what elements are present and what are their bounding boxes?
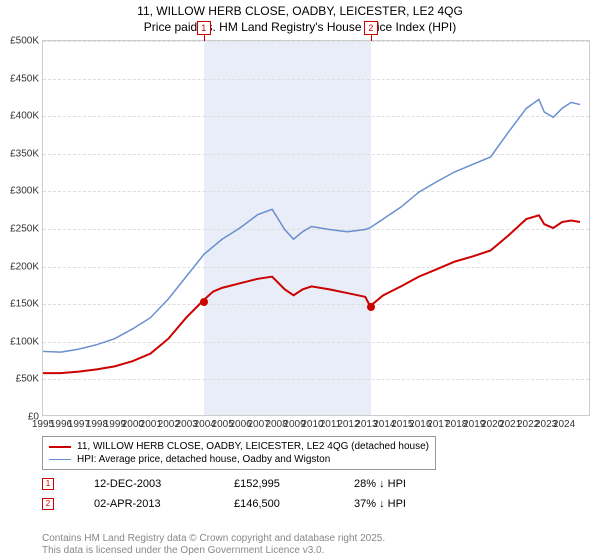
- y-tick-label: £300K: [10, 186, 39, 197]
- y-tick-label: £50K: [16, 374, 39, 385]
- title-block: 11, WILLOW HERB CLOSE, OADBY, LEICESTER,…: [0, 0, 600, 35]
- legend-swatch: [49, 446, 71, 448]
- footer-copyright: Contains HM Land Registry data © Crown c…: [42, 533, 385, 544]
- title-line-1: 11, WILLOW HERB CLOSE, OADBY, LEICESTER,…: [0, 4, 600, 20]
- legend: 11, WILLOW HERB CLOSE, OADBY, LEICESTER,…: [42, 436, 436, 470]
- sale-dot: [200, 298, 208, 306]
- marker-box: 2: [364, 21, 378, 35]
- sale-price: £146,500: [234, 498, 314, 510]
- footer-license: This data is licensed under the Open Gov…: [42, 545, 324, 556]
- sale-row: 2 02-APR-2013 £146,500 37% ↓ HPI: [42, 498, 406, 510]
- y-tick-label: £100K: [10, 336, 39, 347]
- y-tick-label: £500K: [10, 36, 39, 47]
- title-line-2: Price paid vs. HM Land Registry's House …: [0, 20, 600, 36]
- y-tick-label: £150K: [10, 299, 39, 310]
- sale-dot: [367, 303, 375, 311]
- sale-date: 02-APR-2013: [94, 498, 194, 510]
- marker-box: 1: [197, 21, 211, 35]
- sale-row: 1 12-DEC-2003 £152,995 28% ↓ HPI: [42, 478, 406, 490]
- series-hpi: [43, 99, 580, 352]
- legend-row: HPI: Average price, detached house, Oadb…: [49, 453, 429, 466]
- sale-marker: 1: [42, 478, 54, 490]
- sale-date: 12-DEC-2003: [94, 478, 194, 490]
- y-tick-label: £400K: [10, 111, 39, 122]
- legend-label: HPI: Average price, detached house, Oadb…: [77, 454, 330, 465]
- series-svg: [43, 41, 589, 415]
- sale-delta: 28% ↓ HPI: [354, 478, 406, 490]
- sale-delta: 37% ↓ HPI: [354, 498, 406, 510]
- y-tick-label: £350K: [10, 148, 39, 159]
- y-tick-label: £250K: [10, 224, 39, 235]
- y-tick-label: £200K: [10, 261, 39, 272]
- plot-area: £0£50K£100K£150K£200K£250K£300K£350K£400…: [42, 40, 590, 416]
- x-tick-label: 2024: [553, 419, 575, 430]
- legend-row: 11, WILLOW HERB CLOSE, OADBY, LEICESTER,…: [49, 440, 429, 453]
- sale-price: £152,995: [234, 478, 314, 490]
- chart-container: 11, WILLOW HERB CLOSE, OADBY, LEICESTER,…: [0, 0, 600, 560]
- legend-label: 11, WILLOW HERB CLOSE, OADBY, LEICESTER,…: [77, 441, 429, 452]
- series-property: [43, 215, 580, 373]
- sale-marker: 2: [42, 498, 54, 510]
- legend-swatch: [49, 459, 71, 460]
- y-tick-label: £450K: [10, 73, 39, 84]
